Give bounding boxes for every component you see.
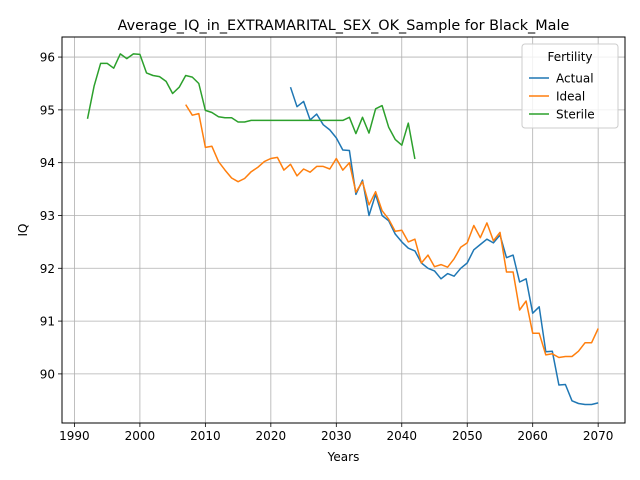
x-tick-label: 2050 (452, 429, 483, 443)
y-tick-label: 94 (40, 156, 55, 170)
x-tick-label: 2030 (321, 429, 352, 443)
x-axis-ticks: 1990 2000 2010 2020 2030 2040 2050 2060 2070 (59, 423, 613, 443)
y-tick-label: 91 (40, 315, 55, 329)
x-tick-label: 2040 (386, 429, 417, 443)
y-tick-label: 90 (40, 367, 55, 381)
legend-items: Actual Ideal Sterile (529, 72, 595, 122)
x-tick-label: 1990 (59, 429, 90, 443)
legend-label-actual: Actual (556, 72, 594, 86)
series-line-sterile (86, 53, 416, 160)
chart-title: Average_IQ_in_EXTRAMARITAL_SEX_OK_Sample… (118, 18, 570, 34)
series-line-ideal (185, 104, 599, 359)
legend-label-ideal: Ideal (556, 90, 585, 104)
x-tick-label: 2070 (583, 429, 614, 443)
plot-frame (61, 36, 626, 424)
series-line-actual (289, 86, 599, 406)
x-tick-label: 2020 (256, 429, 287, 443)
y-tick-label: 96 (40, 51, 55, 65)
plot-lines (86, 53, 599, 406)
y-axis-ticks: 90 91 92 93 94 95 96 (40, 51, 62, 381)
y-axis-label: IQ (16, 224, 30, 237)
x-tick-label: 2000 (125, 429, 156, 443)
legend-box (521, 43, 619, 129)
x-tick-label: 2010 (190, 429, 221, 443)
legend-title: Fertility (547, 50, 592, 64)
x-axis-label: Years (327, 450, 360, 464)
y-tick-label: 92 (40, 262, 55, 276)
y-tick-label: 93 (40, 209, 55, 223)
y-tick-label: 95 (40, 103, 55, 117)
legend-label-sterile: Sterile (556, 108, 595, 122)
legend: Fertility Actual Ideal Sterile (521, 43, 619, 129)
x-tick-label: 2060 (517, 429, 548, 443)
